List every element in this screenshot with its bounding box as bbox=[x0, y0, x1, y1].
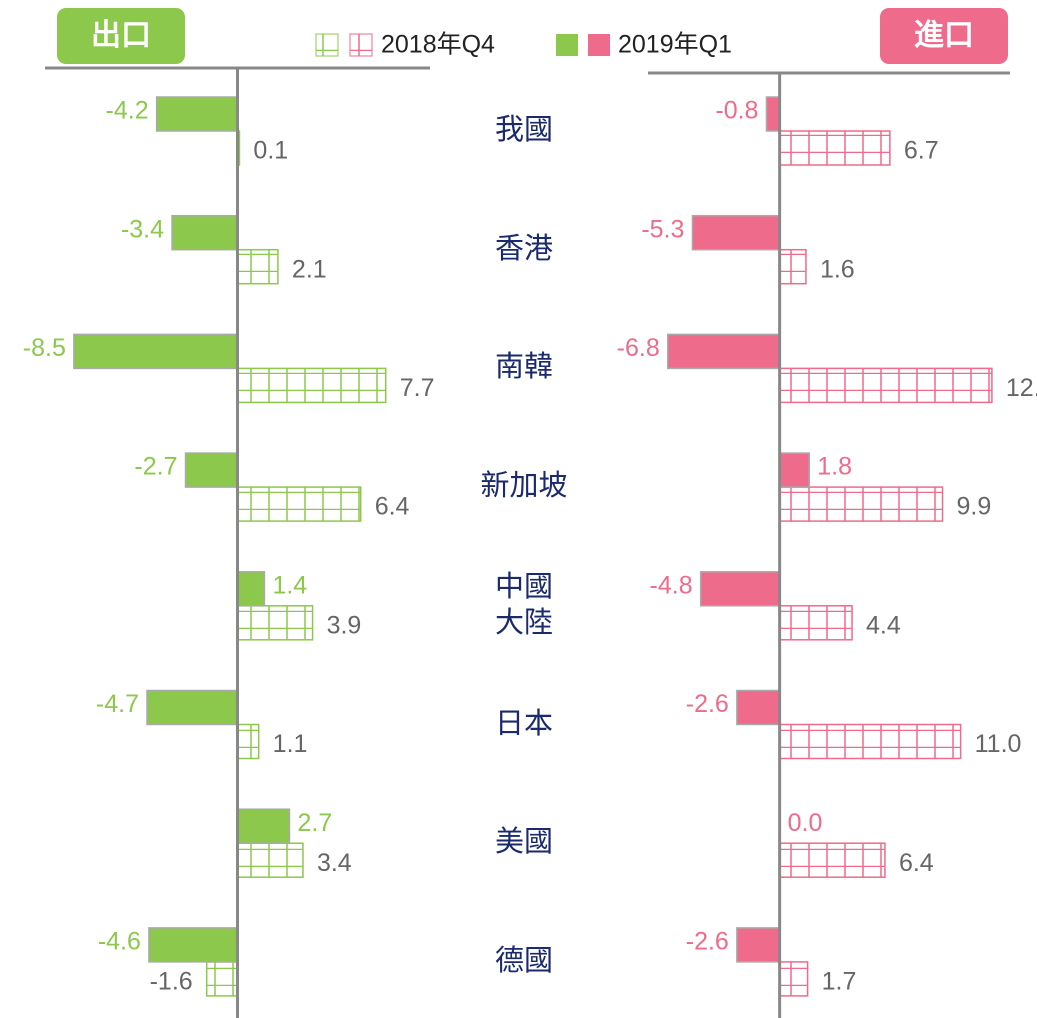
value-label: 2.7 bbox=[297, 809, 332, 837]
value-label: -4.7 bbox=[96, 690, 139, 718]
value-label: -3.4 bbox=[121, 215, 164, 243]
value-label: 12.9 bbox=[1006, 374, 1037, 402]
category-label: 中國 大陸 bbox=[494, 568, 553, 639]
bar bbox=[236, 571, 266, 607]
bar bbox=[778, 130, 891, 166]
value-label: -1.6 bbox=[150, 968, 193, 996]
bar bbox=[236, 808, 291, 844]
legend-swatch bbox=[588, 34, 610, 56]
value-label: -8.5 bbox=[23, 334, 66, 362]
bar bbox=[778, 452, 811, 488]
value-label: 7.7 bbox=[400, 374, 435, 402]
bar bbox=[736, 689, 781, 726]
value-label: 1.4 bbox=[272, 571, 307, 599]
value-label: -4.2 bbox=[106, 97, 149, 125]
value-label: 3.9 bbox=[327, 611, 362, 639]
category-label: 德國 bbox=[494, 942, 553, 977]
legend-swatch bbox=[315, 33, 339, 57]
value-label: 1.6 bbox=[820, 255, 855, 283]
legend-label: 2019年Q1 bbox=[618, 31, 732, 59]
category-label: 我國 bbox=[494, 112, 553, 146]
bar bbox=[778, 605, 853, 641]
bar bbox=[236, 248, 279, 285]
category-label: 南韓 bbox=[494, 349, 553, 384]
value-label: 9.9 bbox=[957, 493, 992, 521]
value-label: -2.6 bbox=[686, 690, 729, 718]
legend-swatch bbox=[556, 34, 578, 56]
export-header: 出口 bbox=[57, 8, 185, 64]
category-label: 日本 bbox=[494, 705, 553, 740]
bar bbox=[236, 486, 362, 522]
value-label: -2.7 bbox=[134, 453, 177, 481]
value-label: 4.4 bbox=[866, 611, 901, 639]
bar bbox=[146, 689, 239, 726]
bar bbox=[148, 927, 239, 963]
value-label: 6.4 bbox=[375, 493, 410, 521]
value-label: 1.7 bbox=[822, 968, 857, 996]
bar bbox=[778, 486, 944, 522]
bar bbox=[236, 605, 314, 641]
bar bbox=[171, 214, 239, 251]
bar bbox=[736, 927, 781, 963]
import-header: 進口 bbox=[880, 8, 1008, 64]
value-label: -6.8 bbox=[617, 334, 660, 362]
value-label: -4.8 bbox=[650, 571, 693, 599]
category-label: 新加坡 bbox=[480, 468, 568, 503]
bar bbox=[236, 723, 260, 760]
bar bbox=[778, 961, 809, 997]
bar bbox=[184, 452, 239, 488]
value-label: 2.1 bbox=[292, 255, 327, 283]
legend-label: 2018年Q4 bbox=[381, 31, 495, 59]
value-label: -5.3 bbox=[641, 215, 684, 243]
bar bbox=[666, 333, 781, 370]
value-label: -2.6 bbox=[686, 928, 729, 956]
bar bbox=[205, 961, 239, 997]
bar bbox=[699, 571, 781, 607]
value-label: 3.4 bbox=[317, 849, 352, 877]
value-label: -0.8 bbox=[715, 97, 758, 125]
bar bbox=[765, 96, 781, 132]
bar bbox=[778, 842, 886, 878]
value-label: 1.1 bbox=[273, 730, 308, 758]
bar bbox=[778, 248, 807, 285]
value-label: 0.0 bbox=[788, 809, 823, 837]
value-label: 0.1 bbox=[253, 137, 288, 165]
bar bbox=[691, 214, 781, 251]
value-label: 11.0 bbox=[975, 730, 1022, 758]
category-label: 香港 bbox=[494, 230, 553, 265]
value-label: -4.6 bbox=[98, 928, 141, 956]
bar bbox=[778, 367, 993, 404]
value-label: 6.4 bbox=[899, 849, 934, 877]
value-label: 1.8 bbox=[817, 453, 852, 481]
bar bbox=[236, 367, 387, 404]
value-label: 6.7 bbox=[904, 137, 939, 165]
category-label: 美國 bbox=[494, 824, 553, 859]
bar bbox=[236, 842, 304, 878]
legend-swatch bbox=[349, 33, 373, 57]
bar bbox=[73, 333, 239, 370]
bar bbox=[155, 96, 239, 132]
bar bbox=[778, 723, 962, 760]
